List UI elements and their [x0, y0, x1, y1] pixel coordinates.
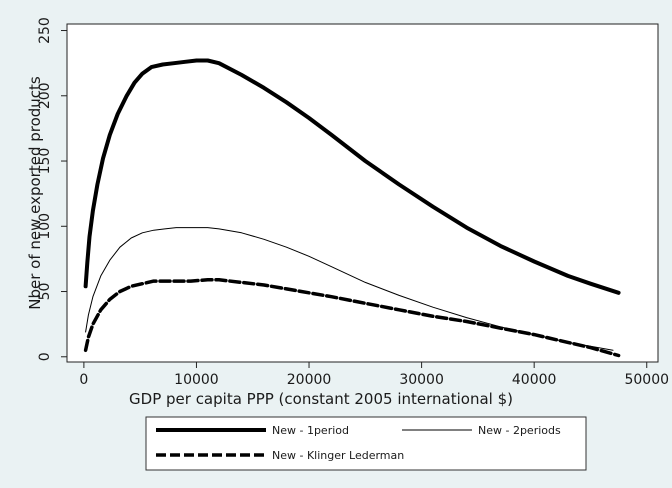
x-tick-label: 30000: [399, 372, 444, 388]
series-layer: [83, 58, 621, 358]
y-axis: 0 50 100 150 200 250: [37, 17, 67, 361]
legend-label-1period: New - 1period: [272, 424, 349, 437]
x-axis: 0 10000 20000 30000 40000 50000: [79, 362, 669, 388]
legend: New - 1period New - 2periods New - Kling…: [145, 416, 587, 471]
x-tick-label: 40000: [512, 372, 557, 388]
y-tick-label: 150: [37, 148, 53, 175]
x-axis-title: GDP per capita PPP (constant 2005 intern…: [129, 390, 513, 408]
legend-label-klinger: New - Klinger Lederman: [272, 449, 404, 462]
y-tick-label: 200: [37, 82, 53, 109]
y-axis-title: Nber of new exported products: [26, 76, 44, 310]
plot-region: [66, 23, 659, 363]
series-line-1: [83, 58, 621, 295]
x-tick-label: 50000: [624, 372, 669, 388]
y-tick-label: 0: [37, 352, 53, 361]
legend-label-2periods: New - 2periods: [478, 424, 561, 437]
y-tick-label: 250: [37, 17, 53, 44]
series-line-2: [85, 227, 614, 351]
x-tick-label: 20000: [287, 372, 332, 388]
series-line-3: [83, 278, 621, 358]
legend-box: [145, 416, 587, 471]
y-tick-label: 100: [37, 213, 53, 240]
x-tick-label: 10000: [174, 372, 219, 388]
x-tick-label: 0: [79, 372, 88, 388]
y-tick-label: 50: [37, 283, 53, 301]
